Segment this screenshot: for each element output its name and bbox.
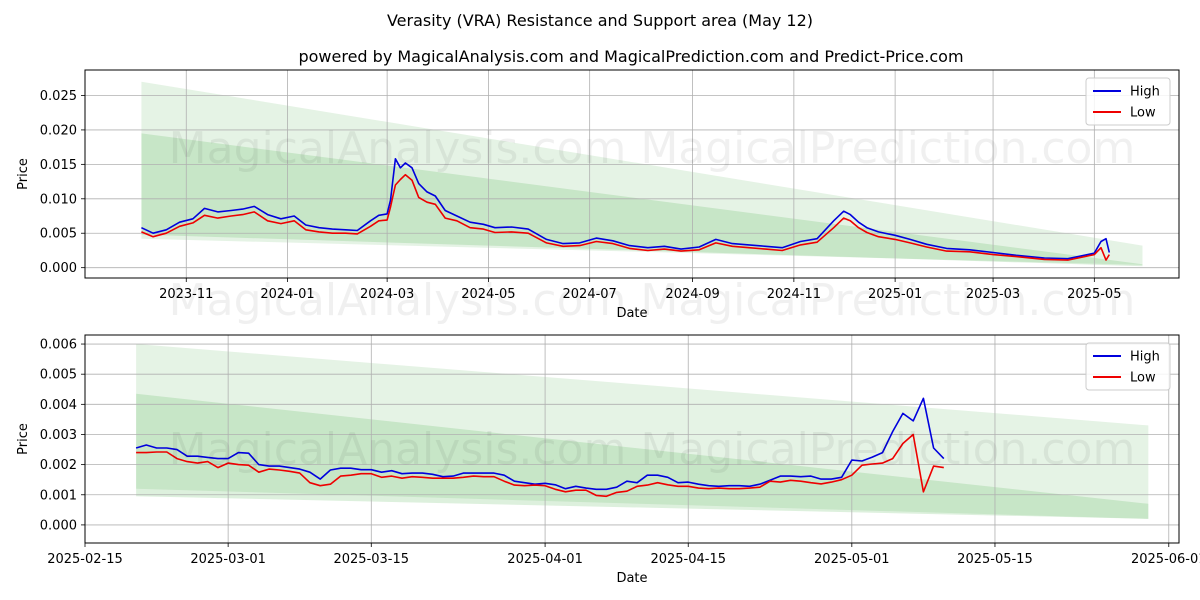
- legend-label-low: Low: [1130, 106, 1156, 121]
- x-tick-label: 2025-03-01: [190, 552, 266, 567]
- bottom-panel: 2025-02-15 2025-03-01 2025-03-15 2025-04-01…: [16, 334, 1200, 586]
- x-tick-label: 2024-05: [461, 287, 515, 302]
- x-tick-label: 2025-04-15: [650, 552, 726, 567]
- x-tick-label: 2024-11: [767, 287, 821, 302]
- axes-frame: [84, 69, 1180, 279]
- band-0: [136, 344, 1149, 519]
- top-panel: 2023-11 2024-01 2024-03 2024-05 2024-07 2024-…: [16, 69, 1180, 326]
- x-axis-label: Date: [616, 571, 647, 586]
- y-tick-label: 0.000: [40, 261, 77, 276]
- legend-box: [1085, 77, 1171, 126]
- legend: High Low: [1085, 342, 1171, 391]
- band-0: [141, 81, 1143, 265]
- x-axis-label: Date: [616, 306, 647, 321]
- series-line-high: [135, 397, 945, 491]
- chart-subtitle: powered by MagicalAnalysis.com and Magic…: [298, 47, 963, 66]
- y-tick-label: 0.000: [40, 518, 77, 533]
- x-tick-label: 2024-09: [665, 287, 719, 302]
- y-tick-label: 0.010: [40, 192, 77, 207]
- series-line-low: [136, 433, 944, 498]
- watermark: MagicalAnalysis.com MagicalPrediction.co…: [169, 123, 1136, 174]
- x-tick-label: 2025-02-15: [47, 552, 123, 567]
- x-tick-label: 2025-01: [868, 287, 922, 302]
- legend-label-high: High: [1130, 350, 1160, 365]
- watermark: MagicalAnalysis.com MagicalPrediction.co…: [169, 275, 1136, 326]
- axes-frame: [84, 334, 1180, 544]
- x-tick-label: 2024-01: [260, 287, 314, 302]
- x-tick-label: 2025-06-01: [1131, 552, 1200, 567]
- x-tick-label: 2023-11: [159, 287, 213, 302]
- chart-title: Verasity (VRA) Resistance and Support ar…: [387, 11, 813, 30]
- y-tick-label: 0.025: [40, 89, 77, 104]
- x-tick-label: 2024-07: [563, 287, 617, 302]
- y-tick-label: 0.005: [40, 227, 77, 242]
- watermark: MagicalAnalysis.com MagicalPrediction.co…: [169, 424, 1136, 475]
- x-tick-label: 2024-03: [360, 287, 414, 302]
- series-line-high: [141, 158, 1111, 260]
- y-axis-label: Price: [16, 158, 31, 190]
- y-tick-label: 0.005: [40, 368, 77, 383]
- series-line-low: [141, 173, 1110, 261]
- y-axis-label: Price: [16, 423, 31, 455]
- x-tick-label: 2025-05: [1067, 287, 1121, 302]
- y-tick-label: 0.015: [40, 158, 77, 173]
- x-tick-label: 2025-03: [966, 287, 1020, 302]
- band-1: [136, 393, 1149, 519]
- x-tick-label: 2025-05-15: [957, 552, 1033, 567]
- y-tick-label: 0.003: [40, 428, 77, 443]
- y-tick-label: 0.001: [40, 488, 77, 503]
- y-tick-label: 0.002: [40, 458, 77, 473]
- y-tick-label: 0.020: [40, 123, 77, 138]
- legend: High Low: [1085, 77, 1171, 126]
- y-tick-label: 0.004: [40, 398, 77, 413]
- x-tick-label: 2025-04-01: [507, 552, 583, 567]
- y-tick-label: 0.006: [40, 338, 77, 353]
- legend-box: [1085, 342, 1171, 391]
- x-tick-label: 2025-05-01: [814, 552, 890, 567]
- legend-label-low: Low: [1130, 371, 1156, 386]
- legend-label-high: High: [1130, 85, 1160, 100]
- x-tick-label: 2025-03-15: [333, 552, 409, 567]
